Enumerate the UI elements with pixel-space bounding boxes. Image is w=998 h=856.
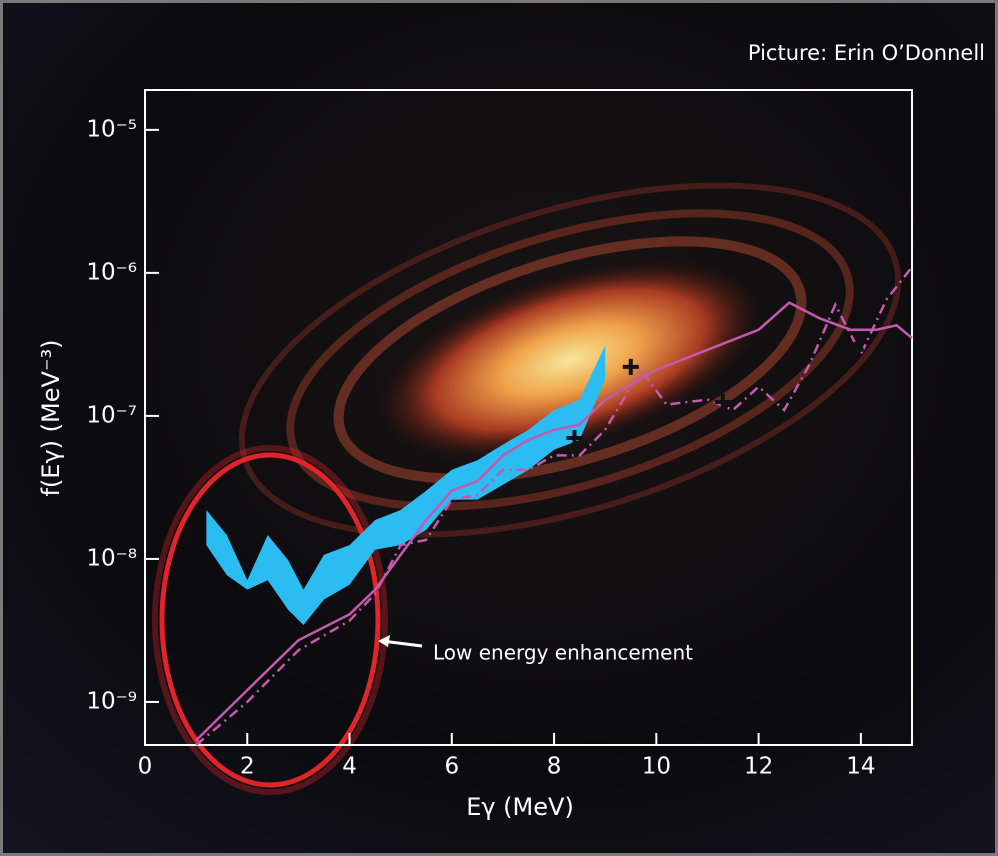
x-tick-label: 2 [240,754,255,780]
x-tick-label: 4 [342,754,357,780]
credit: Picture: Erin O’Donnell [748,41,985,65]
chart: Picture: Erin O’Donnell Eγ (MeV) f(Eγ) (… [0,0,998,856]
x-tick-label: 12 [744,754,773,780]
x-tick-label: 10 [642,754,671,780]
x-tick-label: 0 [138,754,153,780]
y-axis-label: f(Eγ) (MeV⁻³) [37,339,65,496]
y-tick-label: 10⁻⁵ [86,116,137,142]
y-tick-label: 10⁻⁷ [86,402,137,428]
y-tick-label: 10⁻⁶ [86,259,137,285]
x-axis-label: Eγ (MeV) [466,793,574,821]
y-tick-label: 10⁻⁹ [86,688,137,714]
x-tick-label: 14 [846,754,875,780]
y-tick-label: 10⁻⁸ [86,545,137,571]
x-tick-label: 6 [444,754,459,780]
annotation: Low energy enhancement [433,641,693,665]
x-tick-label: 8 [547,754,562,780]
